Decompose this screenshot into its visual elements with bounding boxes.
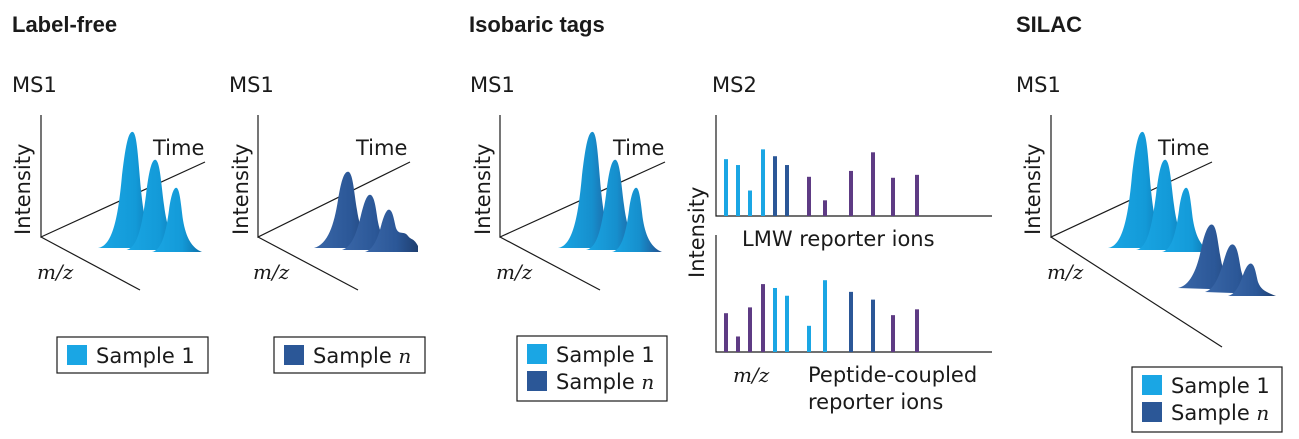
peptide-coupled-bar bbox=[785, 295, 789, 352]
legend-item-2-text: Sample bbox=[1171, 401, 1256, 425]
legend-item-2: Sample n bbox=[1171, 401, 1269, 425]
mz-axis-label: m/z bbox=[37, 260, 74, 284]
ms1-peak-3 bbox=[152, 187, 202, 252]
mz-axis bbox=[257, 236, 359, 291]
heavy-peak-3 bbox=[1228, 263, 1276, 296]
silac-header: SILAC bbox=[1016, 12, 1082, 37]
label-free-panel-2: MS1 Intensity Time m/z bbox=[229, 73, 418, 291]
legend-sample-1: Sample 1 bbox=[56, 336, 209, 374]
peptide-coupled-bar bbox=[891, 315, 895, 352]
legend-item-2-text: Sample bbox=[556, 370, 641, 394]
mz-axis-label: m/z bbox=[1047, 260, 1084, 284]
legend-label: Sample 1 bbox=[96, 344, 195, 368]
lmw-reporter-bar bbox=[736, 165, 740, 216]
legend-item-1: Sample 1 bbox=[1171, 374, 1270, 398]
mz-axis bbox=[40, 236, 141, 291]
label-free-header: Label-free bbox=[12, 12, 117, 37]
isobaric-ms2-panel: MS2 Intensity LMW reporter ions m/z Pept… bbox=[685, 73, 992, 414]
peptide-coupled-bar bbox=[823, 280, 827, 352]
lmw-reporter-bar bbox=[785, 165, 789, 216]
lmw-reporter-bar bbox=[823, 200, 827, 216]
lmw-reporter-bar bbox=[849, 170, 853, 216]
mz-axis-label: m/z bbox=[733, 363, 770, 387]
lmw-reporter-bar bbox=[724, 159, 728, 216]
top-axes bbox=[715, 115, 992, 217]
ms1-label: MS1 bbox=[12, 73, 57, 97]
ms1-peak-3 bbox=[612, 187, 662, 252]
sample-n-swatch bbox=[527, 371, 547, 391]
silac-ms1-panel: MS1 Intensity Time m/z bbox=[1016, 73, 1276, 348]
peptide-coupled-bar bbox=[724, 313, 728, 352]
intensity-axis-label: Intensity bbox=[229, 144, 253, 235]
lmw-reporter-bar bbox=[748, 190, 752, 216]
legend-label-italic: n bbox=[398, 344, 411, 368]
isobaric-legend: Sample 1 Sample n bbox=[516, 335, 668, 402]
lmw-reporter-bar bbox=[915, 174, 919, 216]
peptide-coupled-bar bbox=[915, 309, 919, 352]
lmw-reporter-bar bbox=[761, 149, 765, 216]
mz-axis-label: m/z bbox=[496, 260, 533, 284]
ms1-label: MS1 bbox=[1016, 73, 1061, 97]
legend-label-text: Sample bbox=[313, 344, 398, 368]
sample-1-swatch bbox=[67, 345, 87, 365]
bottom-axes bbox=[715, 235, 992, 353]
legend-item-2-italic: n bbox=[1256, 401, 1269, 425]
isobaric-header: Isobaric tags bbox=[469, 12, 605, 37]
lmw-reporter-bar bbox=[773, 156, 777, 216]
legend-item-2: Sample n bbox=[556, 370, 654, 394]
isobaric-ms1-panel: MS1 Intensity Time m/z bbox=[470, 73, 666, 291]
intensity-axis-label: Intensity bbox=[11, 144, 35, 235]
lmw-reporter-bar bbox=[871, 152, 875, 216]
lmw-reporter-bars bbox=[724, 149, 919, 216]
time-axis-label: Time bbox=[1157, 136, 1209, 160]
sample-n-swatch bbox=[284, 345, 304, 365]
time-axis-label: Time bbox=[355, 136, 407, 160]
peptide-coupled-bar bbox=[736, 336, 740, 352]
legend-sample-n: Sample n bbox=[273, 336, 426, 374]
label-free-panel-1: MS1 Intensity Time m/z bbox=[11, 73, 206, 291]
intensity-axis-label: Intensity bbox=[685, 187, 709, 278]
peptide-coupled-bar bbox=[807, 325, 811, 352]
lmw-reporter-bar bbox=[891, 177, 895, 216]
peptide-coupled-bar bbox=[748, 307, 752, 352]
peptide-coupled-bars bbox=[724, 280, 919, 352]
legend-item-1: Sample 1 bbox=[556, 343, 655, 367]
legend-item-2-italic: n bbox=[641, 370, 654, 394]
peptide-coupled-caption-line-2: reporter ions bbox=[808, 390, 943, 414]
light-peak-3 bbox=[1162, 187, 1212, 252]
peptide-coupled-bar bbox=[849, 291, 853, 352]
ms2-label: MS2 bbox=[712, 73, 757, 97]
ms1-label: MS1 bbox=[470, 73, 515, 97]
peptide-coupled-bar bbox=[761, 284, 765, 352]
intensity-axis-label: Intensity bbox=[1021, 144, 1045, 235]
peptide-coupled-bar bbox=[871, 299, 875, 352]
lmw-caption: LMW reporter ions bbox=[742, 227, 935, 251]
intensity-axis-label: Intensity bbox=[471, 144, 495, 235]
ms1-peak-2 bbox=[342, 194, 398, 250]
time-axis-label: Time bbox=[152, 136, 204, 160]
sample-1-swatch bbox=[1142, 375, 1162, 395]
time-axis-label: Time bbox=[612, 136, 664, 160]
peptide-coupled-caption-line-1: Peptide-coupled bbox=[808, 363, 977, 387]
silac-legend: Sample 1 Sample n bbox=[1131, 366, 1283, 433]
ms1-peak-3 bbox=[365, 209, 418, 252]
mz-axis bbox=[499, 236, 601, 291]
peptide-coupled-bar bbox=[773, 287, 777, 352]
sample-1-swatch bbox=[527, 344, 547, 364]
sample-n-swatch bbox=[1142, 402, 1162, 422]
lmw-reporter-bar bbox=[807, 176, 811, 216]
mz-axis-label: m/z bbox=[253, 260, 290, 284]
ms1-label: MS1 bbox=[229, 73, 274, 97]
mz-axis bbox=[1050, 236, 1223, 348]
heavy-peak-2 bbox=[1205, 244, 1260, 294]
legend-label: Sample n bbox=[313, 344, 411, 368]
